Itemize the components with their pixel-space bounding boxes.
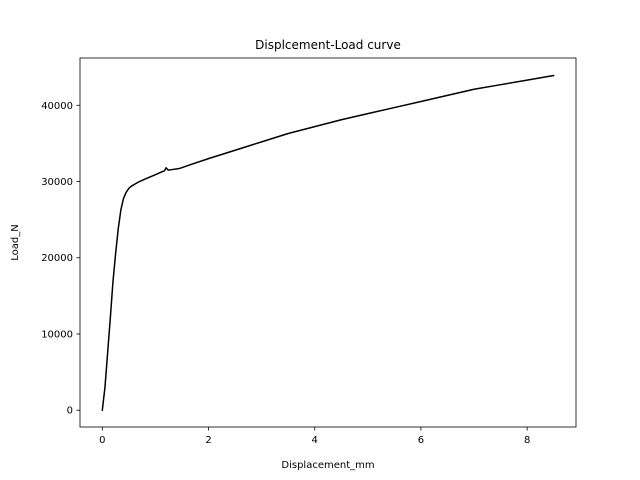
plot-frame: [79, 57, 577, 428]
y-tick-label: 40000: [41, 101, 73, 112]
x-tick-label: 8: [524, 435, 530, 446]
series-line: [101, 74, 555, 411]
series-layer: [101, 74, 555, 411]
x-axis-label: Displacement_mm: [281, 460, 374, 471]
y-axis: 0 10000 20000 30000 40000: [41, 101, 80, 417]
y-axis-label: Load_N: [10, 224, 21, 260]
x-tick-label: 2: [205, 435, 211, 446]
y-tick-label: 0: [67, 406, 73, 417]
x-tick-label: 6: [418, 435, 424, 446]
x-axis: 0 2 4 6 8: [99, 427, 530, 446]
plot-area: [79, 57, 577, 428]
x-tick-label: 0: [99, 435, 105, 446]
y-tick-label: 20000: [41, 253, 73, 264]
y-tick-label: 10000: [41, 329, 73, 340]
x-tick-label: 4: [312, 435, 318, 446]
chart-title: Displcement-Load curve: [255, 38, 401, 52]
y-tick-label: 30000: [41, 177, 73, 188]
